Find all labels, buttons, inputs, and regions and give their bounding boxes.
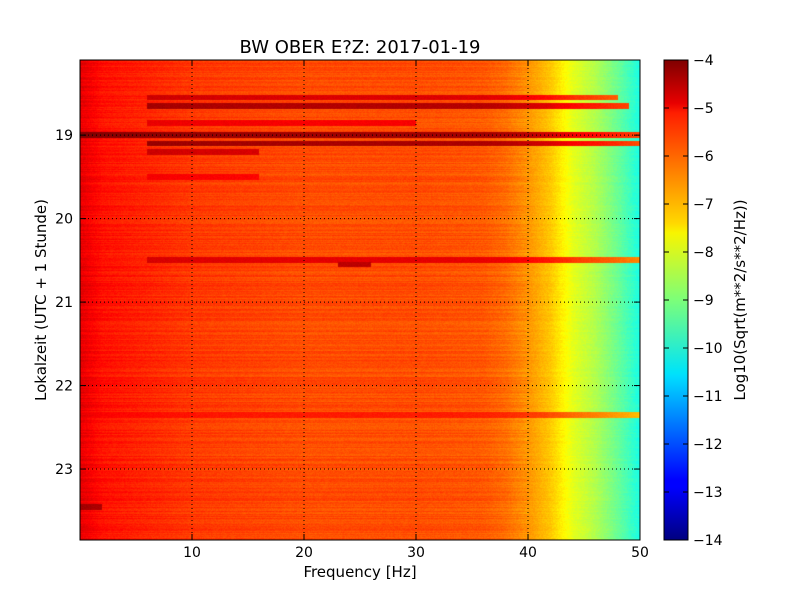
x-tick-label: 30	[407, 545, 425, 561]
colorbar-tick-label: −6	[693, 149, 714, 165]
y-tick-label: 19	[55, 128, 73, 144]
chart-title: BW OBER E?Z: 2017-01-19	[240, 37, 481, 58]
y-axis-label: Lokalzeit (UTC + 1 Stunde)	[32, 199, 50, 401]
colorbar-tick-label: −7	[693, 197, 714, 213]
x-tick-label: 20	[295, 545, 313, 561]
colorbar-tick-label: −13	[693, 485, 723, 501]
x-axis: 10 20 30 40 50	[183, 60, 649, 561]
colorbar-tick-label: −5	[693, 101, 714, 117]
x-tick-label: 50	[631, 545, 649, 561]
x-tick-label: 10	[183, 545, 201, 561]
colorbar-tick-label: −11	[693, 389, 723, 405]
colorbar-tick-label: −9	[693, 293, 714, 309]
colorbar: −4 −5 −6 −7 −8 −9 −10 −11 −12 −13 −14 Log10(Sqrt(m…	[663, 53, 749, 549]
y-tick-label: 22	[55, 379, 73, 395]
x-tick-label: 40	[519, 545, 537, 561]
colorbar-tick-label: −12	[693, 437, 723, 453]
heatmap	[80, 60, 640, 540]
colorbar-tick-label: −14	[693, 533, 723, 549]
colorbar-label: Log10(Sqrt(m**2/s**2/Hz))	[731, 199, 749, 400]
y-tick-label: 20	[55, 212, 73, 228]
plot-frame	[79, 59, 641, 541]
plot-area: 10 20 30 40 50 19 20 21 22 23	[55, 59, 649, 561]
y-tick-label: 23	[55, 462, 73, 478]
colorbar-tick-label: −8	[693, 245, 714, 261]
colorbar-ticks: −4 −5 −6 −7 −8 −9 −10 −11 −12 −13 −14	[664, 53, 723, 549]
colorbar-tick-label: −10	[693, 341, 723, 357]
y-tick-label: 21	[55, 295, 73, 311]
y-axis: 19 20 21 22 23	[55, 128, 640, 478]
colorbar-tick-label: −4	[693, 53, 714, 69]
x-axis-label: Frequency [Hz]	[303, 563, 416, 581]
grid-lines	[80, 60, 640, 540]
